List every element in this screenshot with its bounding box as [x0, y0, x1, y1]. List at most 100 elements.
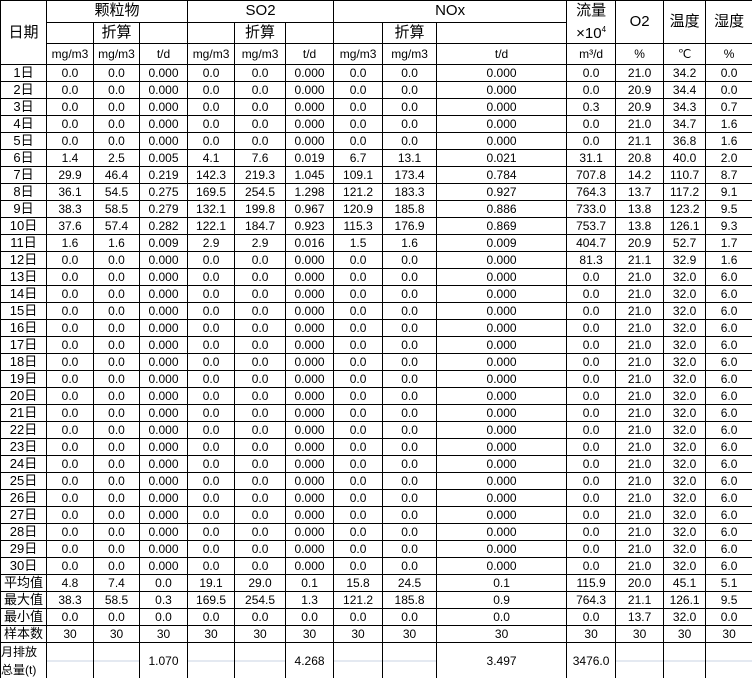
cell: 1.3 — [285, 591, 335, 609]
cell: 0.0 — [333, 506, 384, 524]
total-cell — [615, 642, 665, 678]
cell: 0.0 — [382, 421, 438, 439]
cell: 0.000 — [138, 98, 189, 116]
cell: 21.0 — [615, 472, 665, 490]
cell: 0.0 — [566, 81, 617, 99]
cell: 32.0 — [663, 353, 707, 371]
cell: 0.0 — [234, 319, 287, 337]
cell: 0.282 — [138, 217, 189, 235]
cell: 0.0 — [566, 336, 617, 354]
cell: 0.000 — [138, 489, 189, 507]
summary-row: 样本数3030303030303030303030303030 — [0, 625, 752, 643]
cell: 0.0 — [705, 81, 752, 99]
cell: 0.000 — [436, 387, 568, 405]
header-blank — [46, 21, 94, 44]
cell: 0.0 — [46, 421, 94, 439]
cell: 6.0 — [705, 370, 752, 388]
cell: 0.0 — [187, 115, 236, 133]
cell: 21.0 — [615, 387, 665, 405]
cell: 0.0 — [46, 455, 94, 473]
cell: 6.0 — [705, 472, 752, 490]
cell: 0.0 — [566, 387, 617, 405]
cell: 0.0 — [382, 251, 438, 269]
cell: 0.000 — [138, 387, 189, 405]
cell: 0.0 — [234, 370, 287, 388]
header-converted: 折算 — [382, 21, 438, 44]
cell: 0.000 — [436, 268, 568, 286]
cell: 21.0 — [615, 455, 665, 473]
cell: 0.0 — [46, 438, 94, 456]
cell: 20.8 — [615, 149, 665, 167]
cell: 13.8 — [615, 217, 665, 235]
cell: 0.000 — [436, 489, 568, 507]
cell: 142.3 — [187, 166, 236, 184]
cell: 6.0 — [705, 404, 752, 422]
cell: 0.0 — [93, 132, 140, 150]
table-row: 21日 0.0 0.0 0.000 0.0 0.0 0.000 0.0 0.0 0.000 0.0 2… — [0, 404, 752, 422]
cell: 0.0 — [382, 557, 438, 575]
cell: 0.000 — [285, 557, 335, 575]
cell: 0.0 — [333, 438, 384, 456]
cell: 6.0 — [705, 557, 752, 575]
cell: 0.0 — [566, 268, 617, 286]
cell: 0.0 — [382, 115, 438, 133]
cell: 0.009 — [138, 234, 189, 252]
table-row: 16日 0.0 0.0 0.000 0.0 0.0 0.000 0.0 0.0 0.000 0.0 2… — [0, 319, 752, 337]
cell: 0.0 — [187, 98, 236, 116]
cell: 0.0 — [566, 421, 617, 439]
cell: 0.923 — [285, 217, 335, 235]
cell: 30 — [333, 625, 384, 643]
cell: 0.3 — [138, 591, 189, 609]
cell: 0.0 — [93, 557, 140, 575]
cell: 0.000 — [138, 268, 189, 286]
total-cell — [46, 642, 94, 678]
cell: 0.0 — [382, 98, 438, 116]
cell: 0.0 — [333, 370, 384, 388]
cell: 0.000 — [436, 285, 568, 303]
cell: 0.000 — [138, 370, 189, 388]
cell: 6.0 — [705, 455, 752, 473]
cell: 13.1 — [382, 149, 438, 167]
cell: 0.000 — [138, 455, 189, 473]
table-row: 9日 38.3 58.5 0.279 132.1 199.8 0.967 120.9 185.8… — [0, 200, 752, 218]
cell: 0.000 — [436, 98, 568, 116]
cell: 0.000 — [138, 319, 189, 337]
cell: 184.7 — [234, 217, 287, 235]
cell: 132.1 — [187, 200, 236, 218]
cell: 0.000 — [138, 421, 189, 439]
cell: 34.2 — [663, 64, 707, 82]
cell: 185.8 — [382, 200, 438, 218]
cell: 0.0 — [46, 506, 94, 524]
cell: 176.9 — [382, 217, 438, 235]
cell: 0.0 — [234, 421, 287, 439]
cell: 0.0 — [333, 489, 384, 507]
cell: 0.0 — [138, 574, 189, 592]
cell: 0.000 — [285, 438, 335, 456]
cell: 0.0 — [46, 523, 94, 541]
cell: 0.000 — [436, 540, 568, 558]
cell: 6.0 — [705, 489, 752, 507]
cell: 0.000 — [138, 115, 189, 133]
cell: 0.0 — [93, 336, 140, 354]
cell: 0.1 — [436, 574, 568, 592]
cell: 31.1 — [566, 149, 617, 167]
cell: 32.0 — [663, 302, 707, 320]
cell: 2.9 — [187, 234, 236, 252]
cell: 32.0 — [663, 387, 707, 405]
cell: 0.0 — [187, 523, 236, 541]
cell: 0.000 — [285, 251, 335, 269]
cell: 121.2 — [333, 591, 384, 609]
cell: 0.0 — [333, 523, 384, 541]
cell: 29.9 — [46, 166, 94, 184]
row-label: 10日 — [0, 217, 47, 235]
row-label: 8日 — [0, 183, 47, 201]
row-label: 17日 — [0, 336, 47, 354]
unit-cell: t/d — [436, 43, 568, 65]
cell: 0.0 — [333, 268, 384, 286]
table-row: 8日 36.1 54.5 0.275 169.5 254.5 1.298 121.2 183.3… — [0, 183, 752, 201]
cell: 0.0 — [333, 319, 384, 337]
cell: 0.0 — [93, 98, 140, 116]
cell: 0.000 — [436, 421, 568, 439]
cell: 0.0 — [187, 370, 236, 388]
cell: 0.0 — [46, 64, 94, 82]
